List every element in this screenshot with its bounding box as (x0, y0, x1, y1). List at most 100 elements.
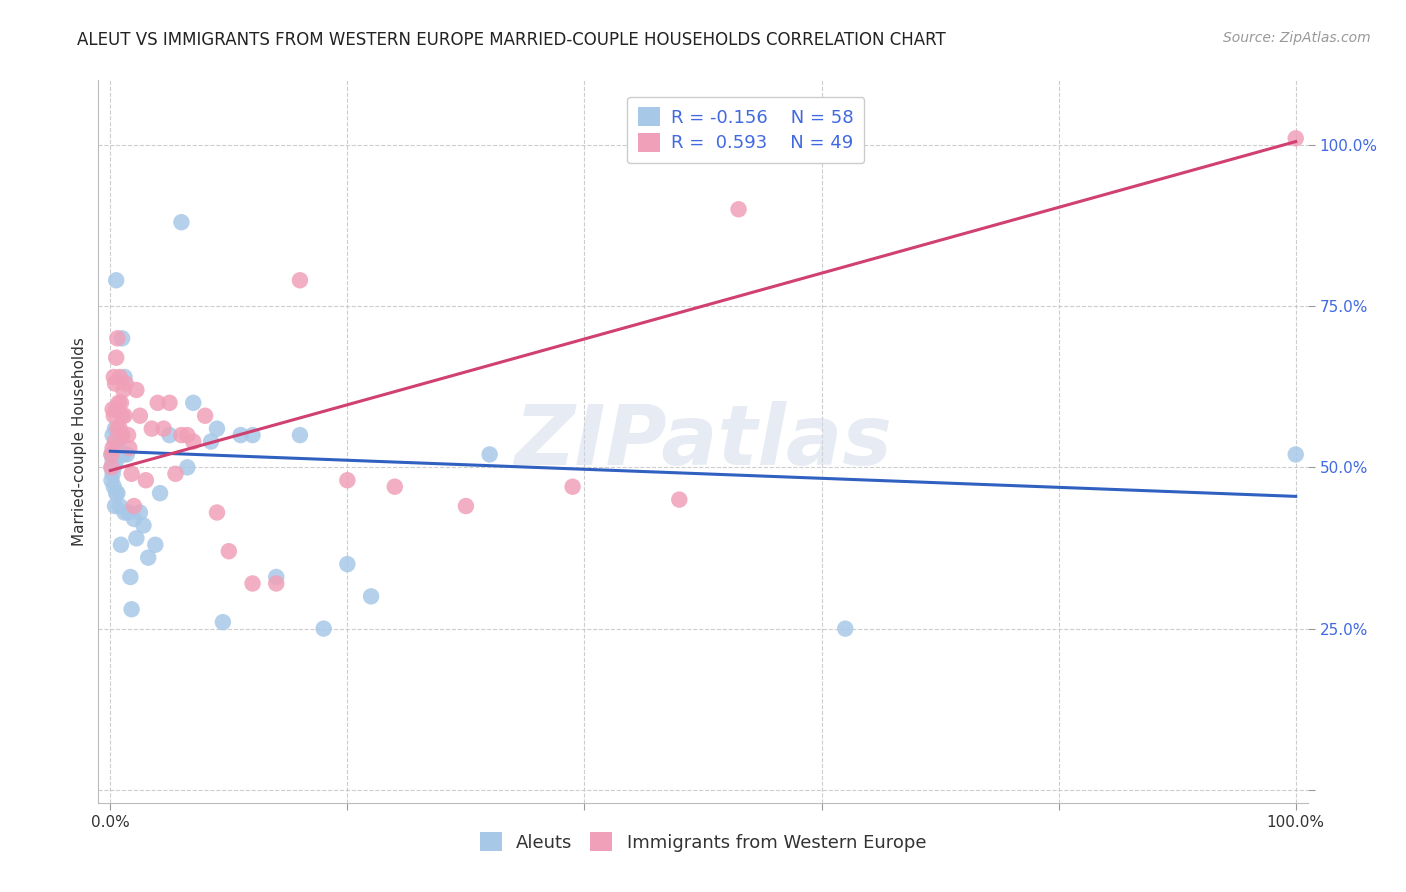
Point (384, 480, 406, 494)
Point (110, 396, 132, 410)
Point (141, 422, 163, 436)
Point (111, 447, 134, 461)
Point (194, 409, 217, 423)
Point (111, 331, 134, 345)
Point (101, 467, 124, 481)
Point (114, 506, 136, 520)
Point (136, 550, 159, 565)
Point (112, 447, 135, 461)
Point (165, 467, 187, 481)
Point (170, 215, 193, 229)
Point (132, 518, 155, 533)
Point (135, 473, 157, 487)
Point (360, 590, 382, 604)
Point (159, 396, 181, 410)
Point (105, 454, 128, 468)
Point (101, 454, 124, 468)
Point (114, 370, 136, 384)
Point (121, 602, 143, 616)
Point (103, 370, 125, 384)
Point (212, 615, 235, 630)
Point (205, 422, 228, 436)
Point (1285, 131, 1308, 145)
Point (105, 422, 128, 436)
Point (159, 428, 181, 442)
Y-axis label: Married-couple Households: Married-couple Households (72, 337, 87, 546)
Point (105, 486, 128, 500)
Point (118, 441, 141, 455)
Point (104, 422, 127, 436)
Point (834, 622, 856, 636)
Point (108, 499, 131, 513)
Text: ZIPatlas: ZIPatlas (515, 401, 891, 482)
Point (100, 460, 122, 475)
Text: Source: ZipAtlas.com: Source: ZipAtlas.com (1223, 31, 1371, 45)
Point (117, 506, 139, 520)
Point (242, 428, 264, 442)
Point (107, 447, 129, 461)
Point (104, 434, 127, 449)
Point (218, 544, 240, 558)
Point (110, 428, 132, 442)
Point (103, 409, 125, 423)
Point (129, 409, 152, 423)
Point (242, 576, 264, 591)
Point (111, 409, 134, 423)
Point (264, 576, 287, 591)
Point (105, 331, 128, 345)
Point (288, 273, 311, 287)
Point (100, 447, 122, 461)
Point (122, 499, 145, 513)
Point (176, 460, 198, 475)
Point (125, 531, 148, 545)
Point (120, 570, 142, 584)
Point (111, 428, 134, 442)
Point (312, 622, 335, 636)
Point (125, 383, 148, 397)
Point (108, 370, 131, 384)
Point (100, 460, 122, 475)
Point (111, 428, 134, 442)
Point (561, 480, 583, 494)
Point (143, 538, 166, 552)
Point (264, 570, 287, 584)
Point (205, 506, 228, 520)
Text: ALEUT VS IMMIGRANTS FROM WESTERN EUROPE MARRIED-COUPLE HOUSEHOLDS CORRELATION CH: ALEUT VS IMMIGRANTS FROM WESTERN EUROPE … (77, 31, 946, 49)
Point (107, 396, 129, 410)
Point (181, 396, 204, 410)
Point (105, 402, 128, 417)
Point (114, 409, 136, 423)
Point (152, 422, 174, 436)
Point (103, 447, 125, 461)
Point (129, 506, 152, 520)
Point (229, 428, 252, 442)
Point (336, 473, 359, 487)
Point (727, 202, 749, 217)
Point (146, 396, 169, 410)
Point (101, 402, 124, 417)
Point (478, 447, 501, 461)
Point (181, 434, 204, 449)
Point (105, 351, 128, 365)
Legend: Aleuts, Immigrants from Western Europe: Aleuts, Immigrants from Western Europe (472, 825, 934, 859)
Point (176, 428, 198, 442)
Point (114, 376, 136, 391)
Point (108, 447, 131, 461)
Point (105, 441, 128, 455)
Point (108, 422, 131, 436)
Point (170, 428, 193, 442)
Point (122, 512, 145, 526)
Point (101, 441, 124, 455)
Point (454, 499, 477, 513)
Point (1285, 447, 1308, 461)
Point (101, 428, 124, 442)
Point (112, 383, 135, 397)
Point (121, 467, 143, 481)
Point (105, 273, 128, 287)
Point (336, 557, 359, 571)
Point (100, 447, 122, 461)
Point (105, 486, 128, 500)
Point (103, 460, 125, 475)
Point (115, 447, 138, 461)
Point (200, 434, 222, 449)
